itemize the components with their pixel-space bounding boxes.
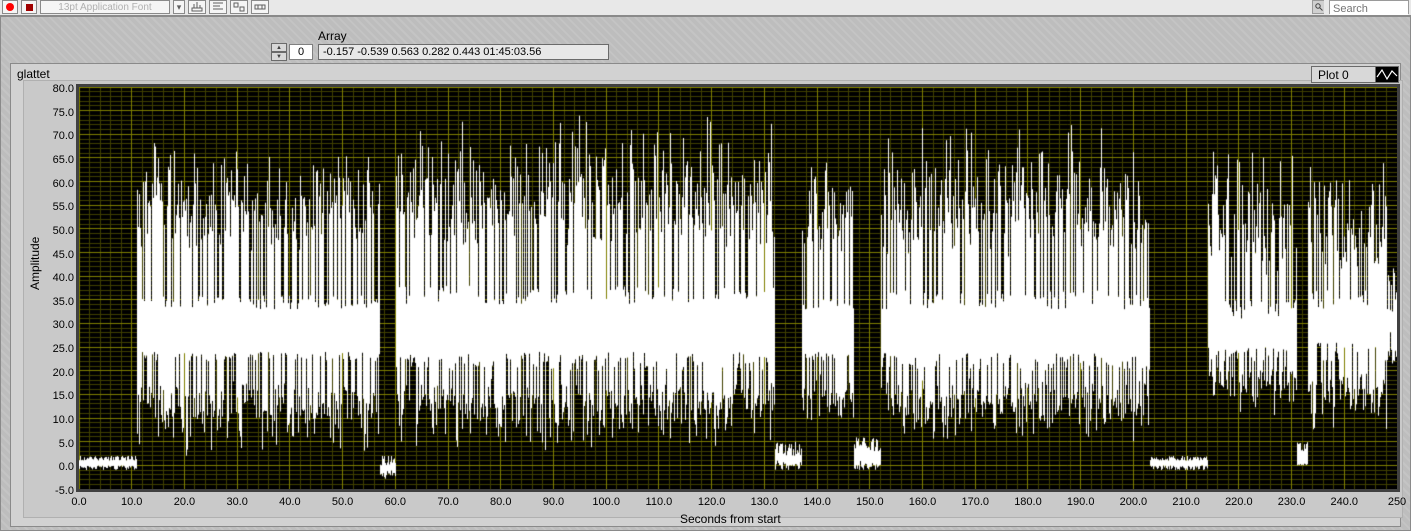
tool-button-settings-2[interactable] <box>209 0 227 14</box>
toolbar: 13pt Application Font ▾ <box>0 0 1411 16</box>
stop-button[interactable] <box>21 0 37 14</box>
y-tick: 10.0 <box>53 414 74 426</box>
y-tick: 55.0 <box>53 201 74 213</box>
x-tick: 160.0 <box>909 496 937 508</box>
y-tick: 30.0 <box>53 319 74 331</box>
chart-title: glattet <box>17 67 50 81</box>
y-axis-ticks: -5.00.05.010.015.020.025.030.035.040.045… <box>42 86 76 490</box>
tool-button-settings-3[interactable] <box>230 0 248 14</box>
square-stop-icon <box>26 4 33 11</box>
x-tick: 90.0 <box>543 496 564 508</box>
y-tick: 80.0 <box>53 83 74 95</box>
y-tick: 0.0 <box>59 461 74 473</box>
search-glyph-button[interactable] <box>1312 0 1324 14</box>
array-index-value[interactable]: 0 <box>289 44 313 60</box>
distribute-icon <box>233 2 245 12</box>
x-axis-label: Seconds from start <box>680 512 781 526</box>
array-index-spinner: ▲ ▼ <box>271 42 287 62</box>
y-tick: 40.0 <box>53 272 74 284</box>
x-tick: 100.0 <box>592 496 620 508</box>
x-tick: 120.0 <box>698 496 726 508</box>
plot-area[interactable] <box>76 84 1400 492</box>
y-tick: 45.0 <box>53 249 74 261</box>
x-tick: 20.0 <box>174 496 195 508</box>
x-axis-ticks: 0.010.020.030.040.050.060.070.080.090.01… <box>79 496 1397 510</box>
x-tick: 200.0 <box>1120 496 1148 508</box>
array-label: Array <box>318 29 347 43</box>
array-index-up[interactable]: ▲ <box>271 43 287 52</box>
y-tick: 15.0 <box>53 390 74 402</box>
x-tick: 220.0 <box>1225 496 1253 508</box>
x-tick: 0.0 <box>71 496 86 508</box>
y-tick: 70.0 <box>53 130 74 142</box>
x-tick: 180.0 <box>1014 496 1042 508</box>
y-tick: 5.0 <box>59 438 74 450</box>
settings-icon-1 <box>191 2 203 12</box>
font-selector[interactable]: 13pt Application Font <box>40 0 170 14</box>
array-value-field[interactable]: -0.157 -0.539 0.563 0.282 0.443 01:45:03… <box>318 44 609 60</box>
tool-button-settings-4[interactable] <box>251 0 269 14</box>
circle-record-icon <box>6 3 14 11</box>
tool-button-settings-1[interactable] <box>188 0 206 14</box>
x-tick: 170.0 <box>961 496 989 508</box>
search-box <box>1329 0 1409 14</box>
search-input[interactable] <box>1330 3 1408 15</box>
x-tick: 110.0 <box>646 496 673 508</box>
y-tick: 60.0 <box>53 178 74 190</box>
x-tick: 30.0 <box>226 496 247 508</box>
search-icon <box>1315 3 1323 11</box>
x-tick: 240.0 <box>1331 496 1359 508</box>
x-tick: 250 <box>1388 496 1406 508</box>
legend-line-icon <box>1375 67 1398 82</box>
y-tick: 20.0 <box>53 367 74 379</box>
legend-text: Plot 0 <box>1312 68 1375 82</box>
x-tick: 80.0 <box>490 496 511 508</box>
y-tick: 50.0 <box>53 225 74 237</box>
array-index-down[interactable]: ▼ <box>271 52 287 61</box>
x-tick: 230.0 <box>1278 496 1306 508</box>
toolbar-inner: 13pt Application Font ▾ <box>2 0 269 14</box>
plot-legend[interactable]: Plot 0 <box>1311 66 1399 83</box>
x-tick: 50.0 <box>332 496 353 508</box>
distribute-icon-2 <box>254 2 266 12</box>
y-axis-label: Amplitude <box>28 237 42 290</box>
record-button[interactable] <box>2 0 18 14</box>
y-tick: 65.0 <box>53 154 74 166</box>
x-tick: 190.0 <box>1067 496 1095 508</box>
y-tick: 75.0 <box>53 107 74 119</box>
x-tick: 210.0 <box>1172 496 1200 508</box>
x-tick: 70.0 <box>437 496 458 508</box>
x-tick: 150.0 <box>856 496 884 508</box>
x-tick: 140.0 <box>803 496 831 508</box>
font-selector-text: 13pt Application Font <box>58 2 151 13</box>
x-tick: 130.0 <box>751 496 779 508</box>
y-tick: 25.0 <box>53 343 74 355</box>
x-tick: 10.0 <box>121 496 142 508</box>
waveform-plot <box>76 84 1400 492</box>
x-tick: 60.0 <box>385 496 406 508</box>
font-selector-dropdown[interactable]: ▾ <box>173 0 185 14</box>
x-tick: 40.0 <box>279 496 300 508</box>
align-icon <box>212 2 224 12</box>
y-tick: 35.0 <box>53 296 74 308</box>
